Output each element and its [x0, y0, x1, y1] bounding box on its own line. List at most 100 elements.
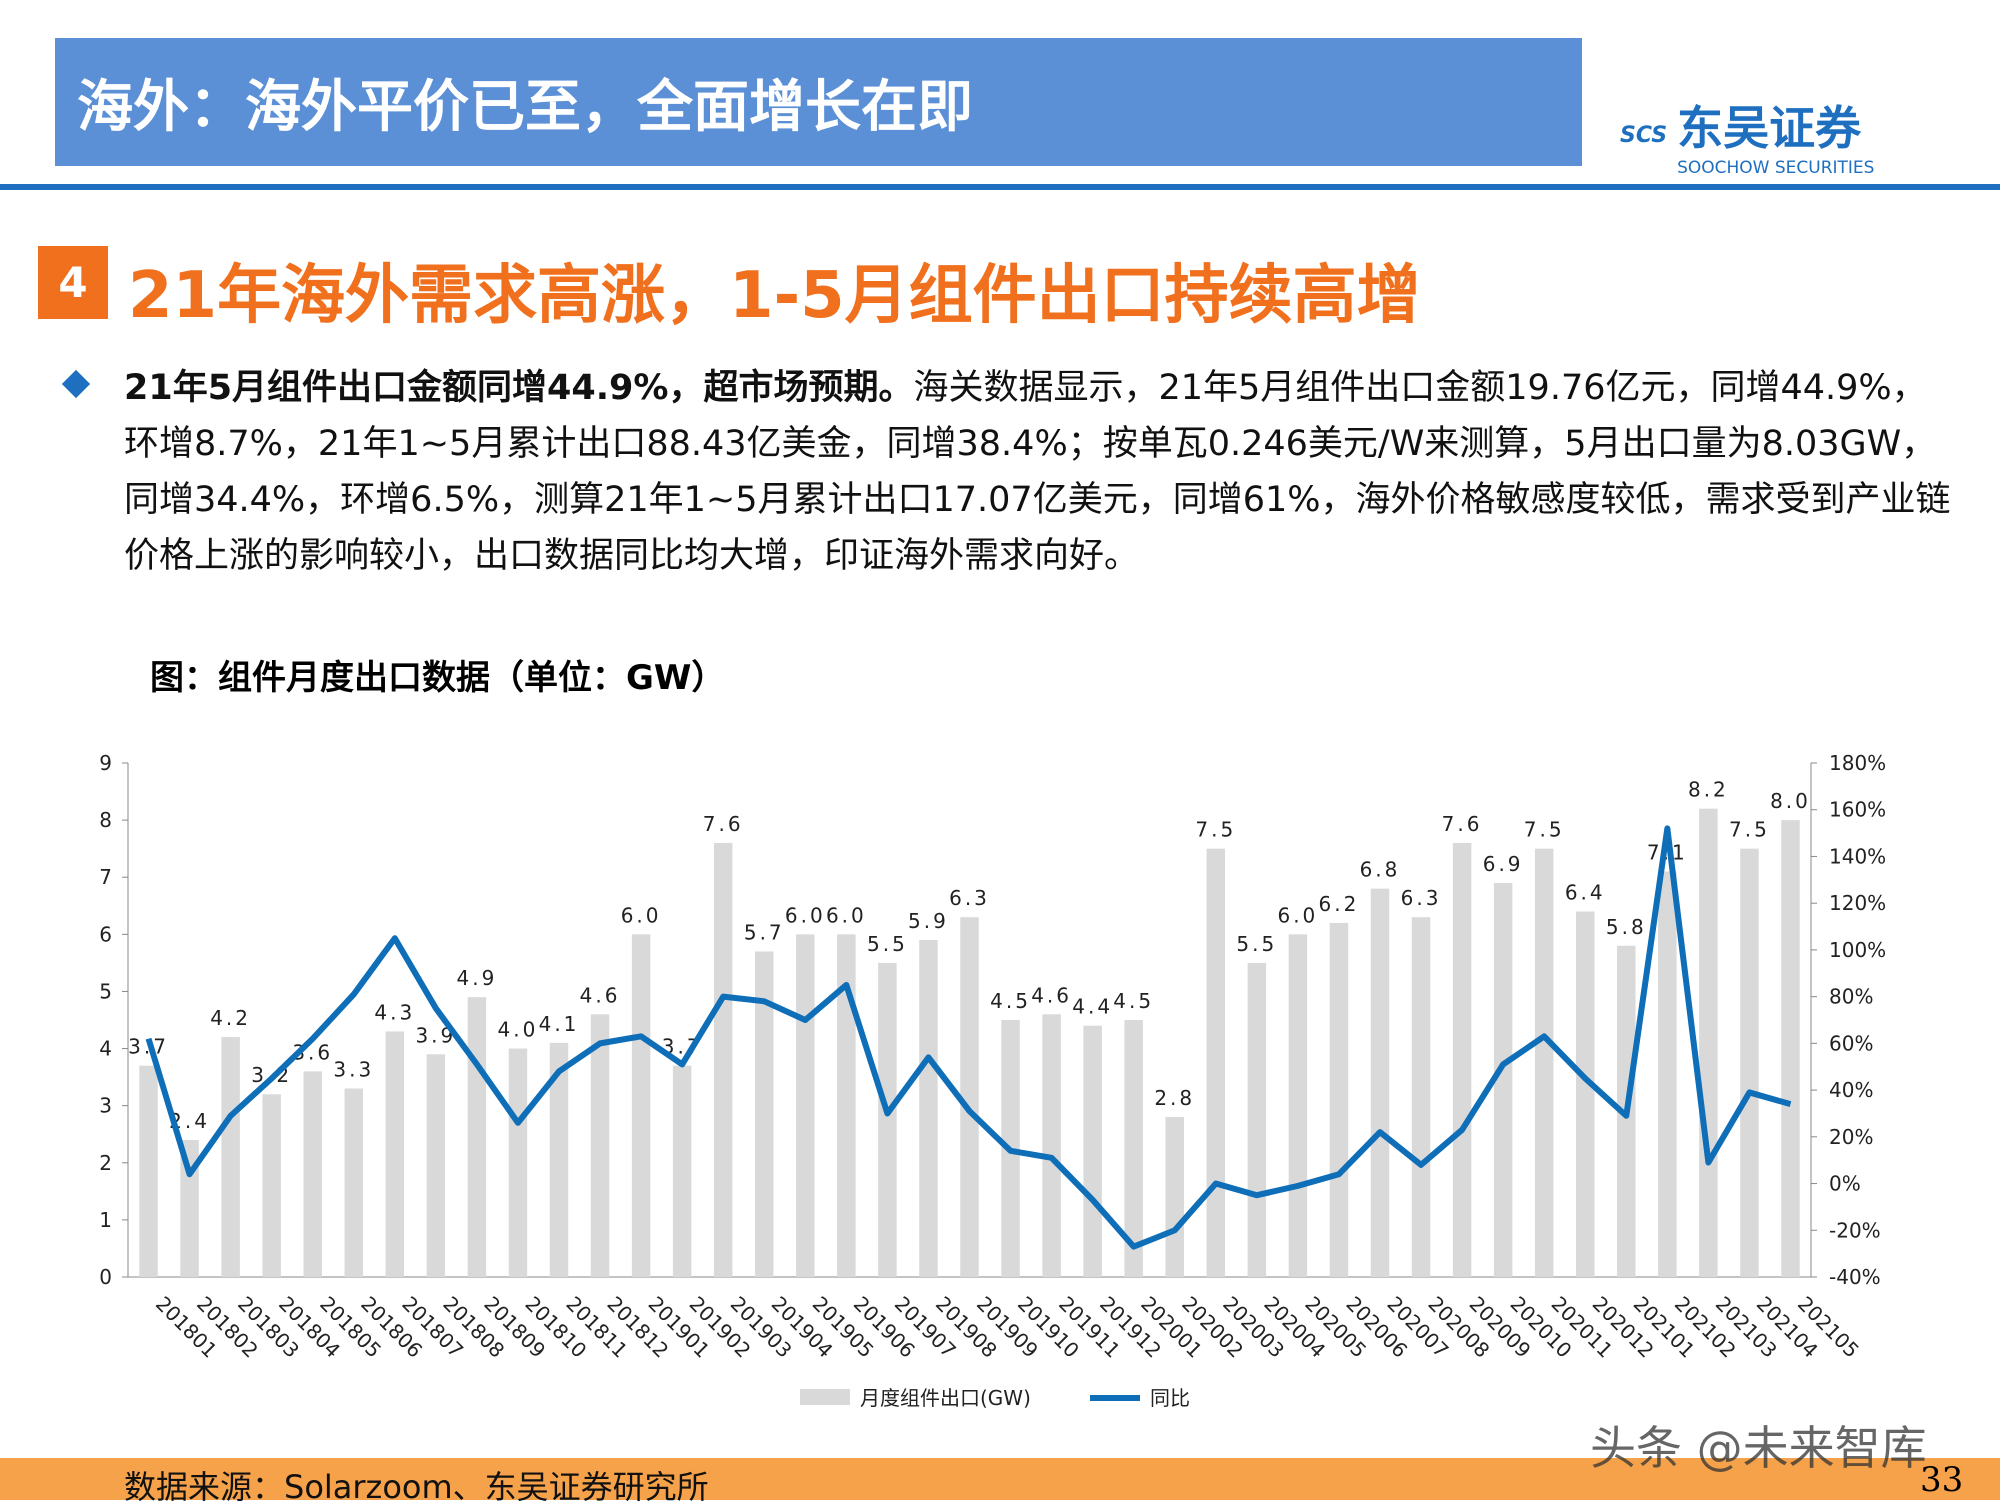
y-tick-label: 6 [99, 922, 112, 946]
data-label: 6.0 [621, 903, 662, 927]
source: 数据来源：Solarzoom、东吴证券研究所 [124, 1468, 709, 1506]
bar [960, 917, 979, 1277]
y-tick-label: 9 [99, 751, 112, 775]
data-label: 4.9 [457, 966, 498, 990]
y-tick-label: 0 [99, 1265, 112, 1289]
y2-tick-label: 0% [1829, 1172, 1861, 1196]
data-label: 7.5 [1524, 818, 1565, 842]
bar [467, 997, 487, 1277]
chart-title: 图：组件月度出口数据（单位：GW） [150, 658, 726, 698]
bullet-body: 海关数据显示，21年5月组件出口金额19.76亿元，同增44.9%，环增8.7%… [124, 368, 1951, 576]
bar [1493, 882, 1513, 1277]
bar [139, 1065, 158, 1277]
data-label: 8.2 [1688, 778, 1729, 802]
data-label: 4.6 [1031, 983, 1072, 1007]
data-label: 4.2 [210, 1006, 251, 1030]
data-label: 5.5 [1236, 932, 1277, 956]
bar [508, 1048, 528, 1277]
data-label: 5.8 [1606, 915, 1647, 939]
y2-tick-label: 100% [1829, 938, 1886, 962]
bar [878, 962, 897, 1277]
footer-bar [0, 1458, 2000, 1500]
y2-tick-label: -20% [1829, 1218, 1881, 1242]
logo: SCS 东吴证券 SOOCHOW SECURITIES [1620, 92, 1874, 178]
y2-tick-label: 160% [1829, 798, 1886, 822]
data-label: 7.5 [1729, 818, 1770, 842]
y-tick-label: 2 [99, 1151, 112, 1175]
bar [919, 940, 938, 1277]
data-label: 5.9 [908, 909, 949, 933]
bar [631, 934, 651, 1277]
y2-tick-label: 120% [1829, 891, 1886, 915]
bar [221, 1037, 240, 1277]
data-label: 6.0 [1277, 903, 1318, 927]
bar [1534, 848, 1554, 1277]
data-label: 6.8 [1360, 858, 1401, 882]
data-label: 8.0 [1770, 789, 1811, 813]
bar [1042, 1014, 1061, 1277]
data-label: 4.6 [580, 983, 621, 1007]
bar [1781, 820, 1800, 1277]
bar [755, 951, 774, 1277]
section-number: 4 [38, 246, 108, 319]
header-title: 海外：海外平价已至，全面增长在即 [77, 75, 973, 140]
data-label: 2.8 [1154, 1086, 1195, 1110]
bar [1124, 1020, 1143, 1277]
legend-label: 月度组件出口(GW) [860, 1386, 1031, 1410]
bar [1699, 808, 1718, 1277]
data-label: 7.6 [1442, 812, 1483, 836]
data-label: 3.3 [333, 1058, 374, 1082]
y2-tick-label: 180% [1829, 751, 1886, 775]
y2-tick-label: 20% [1829, 1125, 1873, 1149]
y-tick-label: 3 [99, 1094, 112, 1118]
data-label: 3.7 [128, 1035, 169, 1059]
header-rule [0, 184, 2000, 190]
bar [590, 1014, 610, 1277]
bar [1206, 848, 1226, 1277]
y-tick-label: 7 [99, 865, 112, 889]
data-label: 6.3 [1401, 886, 1442, 910]
legend-label: 同比 [1150, 1386, 1190, 1410]
page-number: 33 [1920, 1460, 1964, 1500]
data-label: 7.6 [703, 812, 744, 836]
bar [344, 1088, 364, 1277]
bar [672, 1065, 692, 1277]
bar [1247, 962, 1267, 1277]
bar [1329, 922, 1349, 1277]
data-label: 4.3 [374, 1000, 415, 1024]
header-bar: 海外：海外平价已至，全面增长在即 [55, 38, 1582, 166]
data-label: 6.0 [785, 903, 826, 927]
y-tick-label: 1 [99, 1208, 112, 1232]
bar [426, 1054, 446, 1277]
bullet-lead: 21年5月组件出口金额同增44.9%，超市场预期。 [124, 368, 914, 408]
data-label: 4.4 [1072, 995, 1113, 1019]
line [145, 825, 1792, 1250]
bar [713, 842, 733, 1277]
data-label: 6.9 [1483, 852, 1524, 876]
data-label: 5.7 [744, 920, 785, 944]
data-label: 3.9 [415, 1023, 456, 1047]
data-label: 5.5 [867, 932, 908, 956]
logo-en: SOOCHOW SECURITIES [1677, 158, 1875, 178]
data-label: 6.2 [1319, 892, 1360, 916]
chart: 0 1 2 3 4 5 6 7 8 9 -40% -20% 0% 20% 40% 60% 80% 100% 120%… [99, 751, 1886, 1410]
watermark: 头条 @未来智库 [1590, 1421, 1927, 1475]
data-label: 7.5 [1195, 818, 1236, 842]
bar [262, 1094, 281, 1277]
y2-tick-label: 40% [1829, 1078, 1873, 1102]
bullet-text: 21年5月组件出口金额同增44.9%，超市场预期。海关数据显示，21年5月组件出… [124, 360, 1954, 584]
logo-abbr: SCS [1620, 122, 1668, 148]
y-tick-label: 8 [99, 808, 112, 832]
y2-tick-label: 140% [1829, 844, 1886, 868]
data-label: 4.0 [498, 1018, 539, 1042]
bar [1083, 1025, 1102, 1277]
bar [837, 934, 856, 1277]
logo-cn: 东吴证券 [1677, 101, 1862, 155]
bar [303, 1071, 322, 1277]
section-title: 21年海外需求高涨，1-5月组件出口持续高增 [128, 259, 1421, 333]
y2-tick-label: -40% [1829, 1265, 1881, 1289]
data-label: 4.1 [539, 1012, 580, 1036]
bar [180, 1139, 199, 1277]
data-label: 4.5 [1113, 989, 1154, 1013]
data-label: 6.0 [826, 903, 867, 927]
